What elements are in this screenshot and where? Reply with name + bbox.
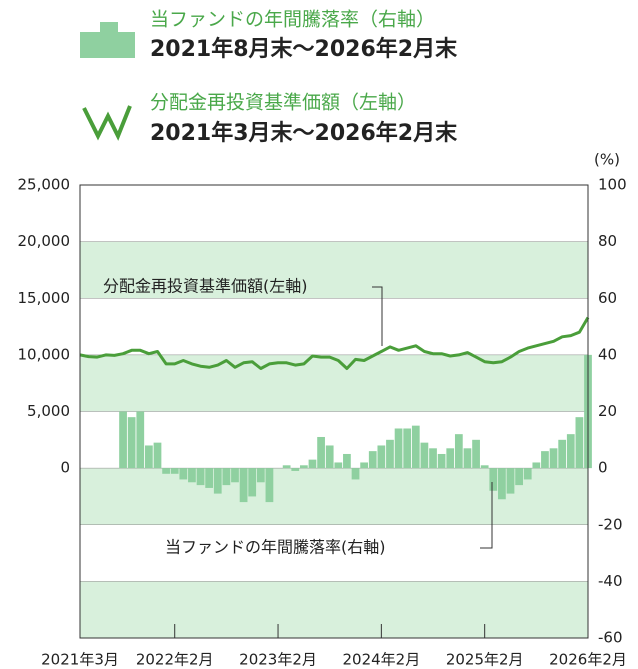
- bar: [282, 465, 291, 469]
- y-tick-label: 25,000: [18, 176, 71, 194]
- bar: [188, 468, 196, 483]
- bar: [205, 468, 214, 488]
- y2-tick-label: 80: [598, 232, 617, 250]
- bar: [437, 453, 446, 469]
- y2-axis-label: (%): [594, 151, 620, 169]
- y-tick-label: 15,000: [18, 289, 71, 307]
- legend-bar-icon: [80, 22, 135, 58]
- bar: [472, 439, 480, 469]
- y2-tick-label: 20: [598, 402, 617, 420]
- legend-line-icon: [82, 105, 132, 141]
- bar: [558, 439, 567, 469]
- bar: [454, 434, 463, 469]
- y2-tick-label: -40: [598, 572, 623, 590]
- legend-period: 2021年3月末～2026年2月末: [150, 120, 458, 146]
- bar: [411, 425, 420, 469]
- legend-period: 2021年8月末～2026年2月末: [150, 36, 458, 62]
- y2-tick-label: -60: [598, 629, 623, 647]
- bar: [299, 465, 308, 469]
- bar: [127, 417, 136, 469]
- bar: [368, 451, 377, 469]
- bar: [196, 468, 205, 486]
- bar: [549, 448, 558, 469]
- bar: [377, 445, 386, 469]
- band: [80, 581, 588, 638]
- bar: [394, 428, 403, 469]
- x-tick-label: 2022年2月: [136, 651, 214, 669]
- bar: [446, 448, 455, 469]
- legend-title: 分配金再投資基準価額（左軸）: [150, 92, 416, 114]
- y-tick-label: 5,000: [27, 402, 70, 420]
- x-tick-label: 2023年2月: [239, 651, 317, 669]
- bar: [222, 468, 231, 486]
- bar: [343, 453, 351, 469]
- bar: [256, 468, 265, 483]
- y2-tick-label: 60: [598, 289, 617, 307]
- annotation: 分配金再投資基準価額(左軸): [103, 277, 308, 296]
- bar: [532, 462, 541, 469]
- bar: [239, 468, 248, 503]
- bar: [265, 468, 274, 503]
- bar: [231, 468, 239, 483]
- x-tick-label: 2024年2月: [342, 651, 420, 669]
- band: [80, 354, 588, 412]
- y-tick-label: 0: [60, 459, 70, 477]
- bar: [351, 468, 360, 480]
- y2-tick-label: -20: [598, 515, 623, 533]
- bar: [213, 468, 222, 494]
- plot-frame: [79, 184, 589, 639]
- bar: [153, 442, 162, 469]
- bar: [145, 445, 153, 469]
- bar: [136, 411, 145, 469]
- x-tick-label: 2025年2月: [446, 651, 524, 669]
- y2-tick-label: 40: [598, 345, 617, 363]
- legend-title: 当ファンドの年間騰落率（右軸）: [150, 9, 435, 31]
- y-tick-label: 10,000: [18, 345, 71, 363]
- bar: [360, 462, 369, 469]
- annotation-leader: [480, 482, 493, 549]
- annotation-leader: [372, 286, 383, 346]
- bar: [119, 411, 127, 469]
- bar: [317, 436, 325, 469]
- band: [80, 241, 588, 299]
- x-tick-label: 2026年2月: [549, 651, 627, 669]
- bar: [334, 462, 343, 469]
- bar: [463, 448, 472, 469]
- bar: [403, 428, 412, 469]
- x-tick-label: 2021年3月: [41, 651, 119, 669]
- bar: [420, 442, 429, 469]
- bar: [575, 417, 584, 469]
- bar: [386, 439, 394, 469]
- bar: [515, 468, 523, 486]
- bar: [480, 465, 489, 469]
- bar: [523, 468, 532, 480]
- bar: [541, 451, 549, 469]
- y2-tick-label: 0: [598, 459, 608, 477]
- line: [79, 316, 590, 370]
- y2-tick-label: 100: [598, 176, 627, 194]
- bar: [498, 468, 506, 500]
- bar: [308, 459, 317, 469]
- bar: [429, 448, 437, 469]
- bar: [170, 468, 179, 474]
- y-tick-label: 20,000: [18, 232, 71, 250]
- bar: [566, 434, 575, 469]
- annotation: 当ファンドの年間騰落率(右軸): [165, 538, 386, 557]
- bar: [506, 468, 515, 494]
- bar: [325, 445, 334, 469]
- bar: [179, 468, 188, 480]
- bar: [291, 468, 300, 471]
- bar: [162, 468, 170, 474]
- bar: [248, 468, 257, 497]
- bar: [489, 468, 498, 491]
